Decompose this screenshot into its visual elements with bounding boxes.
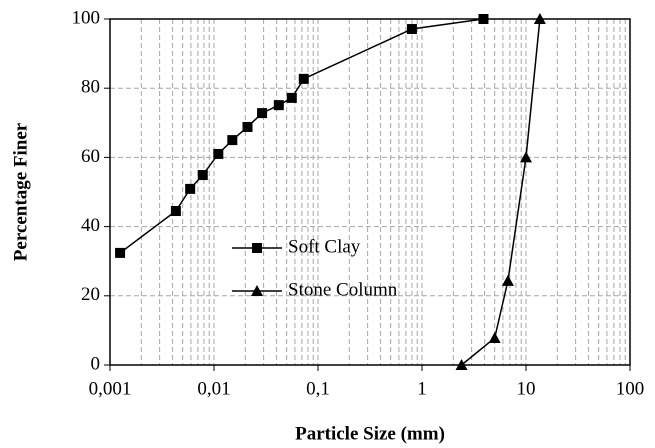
y-tick-label: 100 [72, 7, 101, 28]
marker [227, 135, 238, 146]
y-tick-label: 40 [81, 215, 100, 236]
legend-marker [251, 285, 263, 296]
marker [197, 170, 208, 181]
marker [501, 274, 514, 286]
marker [185, 183, 196, 194]
y-tick-label: 80 [81, 77, 100, 98]
y-tick-label: 0 [91, 353, 101, 374]
plot-frame [109, 18, 631, 366]
marker [257, 108, 268, 119]
legend-label: Stone Column [288, 279, 398, 300]
marker [298, 73, 309, 84]
marker [533, 13, 546, 24]
x-tick-label: 0,1 [306, 378, 330, 399]
x-tick-label: 1 [417, 378, 427, 399]
marker [170, 206, 181, 217]
marker [455, 359, 468, 370]
series-line [461, 18, 541, 366]
x-tick-label: 0,001 [89, 378, 132, 399]
marker [273, 100, 284, 111]
legend-marker [252, 243, 262, 253]
marker [286, 92, 297, 103]
x-tick-label: 0,01 [197, 378, 230, 399]
marker [406, 24, 417, 35]
x-tick-label: 10 [517, 378, 536, 399]
marker [488, 332, 501, 344]
x-tick-label: 100 [616, 378, 645, 399]
marker [520, 151, 532, 163]
marker [115, 247, 126, 258]
marker [242, 121, 253, 132]
x-axis-title: Particle Size (mm) [295, 423, 445, 444]
y-tick-label: 20 [81, 284, 100, 305]
legend-label: Soft Clay [288, 236, 361, 257]
y-axis-title: Percentage Finer [10, 122, 31, 261]
marker [478, 14, 489, 24]
y-tick-label: 60 [81, 146, 100, 167]
marker [213, 148, 224, 159]
